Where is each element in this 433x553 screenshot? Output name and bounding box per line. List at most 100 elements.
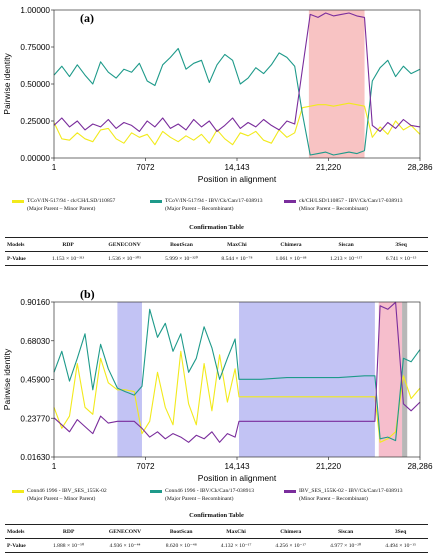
panel-b-series-lines <box>53 301 421 443</box>
panel-b-th-geneconv: GENECONV <box>96 524 154 539</box>
panel-b-th-rdp: RDP <box>40 524 97 539</box>
panel-a-td-label: P-Value <box>5 251 41 266</box>
panel-a-table-title: Confirmation Table <box>189 224 244 231</box>
panel-a-x-tick-label-5: 28,286 <box>407 163 432 172</box>
panel-b-shaded-region-1 <box>117 302 142 457</box>
panel-a-th-models: Models <box>5 237 41 252</box>
panel-b-series-line-1 <box>53 350 421 443</box>
panel-a-td-3seq: 6.741 × 10⁻¹⁵ <box>374 251 428 266</box>
panel-b-x-tick-label-2: 7072 <box>136 462 155 471</box>
panel-a-legend-swatch-2 <box>150 200 162 203</box>
panel-a-th-rdp: RDP <box>40 237 96 252</box>
panel-b-legend-sub-3: (Minor Parent – Recombinant) <box>299 496 368 502</box>
panel-a-y-tick-label-1: 0.00000 <box>20 154 50 163</box>
panel-a-legend-sub-2: (Major Parent – Recombinant) <box>165 206 234 212</box>
panel-b-th-bootscan: BootScan <box>153 524 209 539</box>
panel-b-td-chimera: 4.256 × 10⁻¹⁷ <box>263 538 319 553</box>
panel-b-x-tick-label-1: 1 <box>52 462 57 471</box>
panel-b-y-tick-label-1: 0.01630 <box>20 453 50 462</box>
panel-a-td-chimera: 1.061 × 10⁻⁶⁸ <box>263 251 319 266</box>
panel-a-y-ticks: 0.00000 0.25000 0.50000 0.75000 1.00000 <box>20 6 54 163</box>
panel-a-series-line-1 <box>53 102 421 146</box>
panel-a-legend-swatch-3 <box>284 200 296 203</box>
panel-a-td-siscan: 1.213 × 10⁻¹¹⁷ <box>318 251 375 266</box>
panel-a-table-pvalue-row: P-Value 1.153 × 10⁻³¹³ 1.536 × 10⁻³⁰⁵ 5.… <box>5 251 428 266</box>
panel-a-td-geneconv: 1.536 × 10⁻³⁰⁵ <box>96 251 154 266</box>
panel-b-td-bootscan: 8.620 × 10⁻⁴⁸ <box>153 538 209 553</box>
panel-a-y-tick-label-4: 0.75000 <box>20 43 50 52</box>
panel-b-y-tick-label-3: 0.45900 <box>20 376 50 385</box>
panel-b-y-tick-label-2: 0.23770 <box>20 414 50 423</box>
panel-b-td-geneconv: 4.936 × 10⁻⁴⁴ <box>96 538 154 553</box>
panel-a-legend-text-3: ck/CH/LSD/110857 - IBV/Ck/Can/17-038913 <box>299 198 403 204</box>
panel-b-legend-text-2: Conn46 1996 - IBV/Ck/Can/17-038913 <box>165 488 255 494</box>
panel-a-th-siscan: Siscan <box>318 237 375 252</box>
panel-b-legend-swatch-1 <box>12 490 24 493</box>
panel-b-x-tick-label-4: 21,220 <box>316 462 341 471</box>
panel-a-confirmation-table: Models RDP GENECONV BootScan MaxChi Chim… <box>5 237 428 266</box>
panel-b-label: (b) <box>80 287 95 301</box>
panel-a-x-axis-label: Position in alignment <box>198 174 277 184</box>
panel-b-td-siscan: 4.977 × 10⁻²⁰ <box>318 538 374 553</box>
panel-b-y-ticks: 0.01630 0.23770 0.45900 0.68030 0.90160 <box>20 298 54 462</box>
panel-a-legend-text-2: TCoV/IN-517/94 - IBV/Ck/Can/17-038913 <box>165 198 263 204</box>
panel-a-x-tick-label-2: 7072 <box>136 163 155 172</box>
panel-a-x-tick-label-3: 14,143 <box>224 163 249 172</box>
panel-a-td-maxchi: 8.544 × 10⁻⁷⁸ <box>209 251 264 266</box>
panel-b-chart: 0.01630 0.23770 0.45900 0.68030 0.90160 1 707… <box>2 287 433 483</box>
panel-b-legend-swatch-3 <box>284 490 296 493</box>
panel-b-th-chimera: Chimera <box>263 524 319 539</box>
panel-a-th-3seq: 3Seq <box>374 237 428 252</box>
panel-b-series-line-3 <box>53 301 421 443</box>
panel-b-table-pvalue-row: P-Value 1.888 × 10⁻⁵⁰ 4.936 × 10⁻⁴⁴ 8.62… <box>5 538 428 553</box>
panel-b-y-tick-label-5: 0.90160 <box>20 298 50 307</box>
panel-b-table-title: Confirmation Table <box>189 512 244 519</box>
panel-b-confirmation-table: Models RDP GENECONV BootScan MaxChi Chim… <box>5 524 428 553</box>
panel-a-x-tick-label-4: 21,220 <box>316 163 341 172</box>
panel-b-th-3seq: 3Seq <box>373 524 428 539</box>
panel-a-label: (a) <box>80 11 94 25</box>
panel-b-td-3seq: 4.494 × 10⁻¹⁵ <box>373 538 428 553</box>
panel-b-th-models: Models <box>5 524 41 539</box>
panel-a-th-chimera: Chimera <box>263 237 319 252</box>
panel-a-legend-swatch-1 <box>12 200 24 203</box>
panel-a-series-line-2 <box>53 47 421 156</box>
panel-a-y-axis-label: Pairwise identity <box>2 53 12 115</box>
panel-a-y-tick-label-3: 0.50000 <box>20 80 50 89</box>
panel-b-th-siscan: Siscan <box>318 524 374 539</box>
panel-a-series-lines <box>53 12 421 156</box>
panel-a-legend-sub-3: (Minor Parent – Recombinant) <box>299 206 368 212</box>
panel-a-legend-text-1: TCoV/IN-517/94 - ck/CH/LSD/110857 <box>27 198 116 204</box>
panel-a-series-line-3 <box>53 12 421 132</box>
panel-b-shaded-region-3 <box>378 302 403 457</box>
panel-b-x-ticks: 1 7072 14,143 21,220 28,286 <box>52 457 433 471</box>
panel-b-x-tick-label-5: 28,286 <box>407 462 432 471</box>
panel-b-series-line-2 <box>53 308 421 442</box>
panel-a-x-tick-label-1: 1 <box>52 163 57 172</box>
panel-a-chart: 0.00000 0.25000 0.50000 0.75000 1.00000 1 707… <box>2 6 433 184</box>
panel-a-th-bootscan: BootScan <box>153 237 210 252</box>
panel-b-legend-text-1: Conn46 1996 - IBV_SES_155K-02 <box>27 488 107 494</box>
panel-b-td-label: P-Value <box>5 538 41 553</box>
panel-b-td-maxchi: 4.132 × 10⁻¹⁷ <box>208 538 264 553</box>
panel-a-td-bootscan: 5.999 × 10⁻³²⁰ <box>153 251 210 266</box>
panel-b-table-header-row: Models RDP GENECONV BootScan MaxChi Chim… <box>5 524 428 539</box>
panel-b-legend-text-3: IBV_SES_155K-02 - IBV/Ck/Can/17-038913 <box>299 488 403 494</box>
panel-a-y-tick-label-5: 1.00000 <box>20 6 50 15</box>
panel-a-shaded-region-1 <box>308 10 365 158</box>
panel-a-x-ticks: 1 7072 14,143 21,220 28,286 <box>52 158 433 172</box>
panel-a-shaded-regions <box>308 10 365 158</box>
panel-a-th-maxchi: MaxChi <box>209 237 264 252</box>
panel-a-table-header-row: Models RDP GENECONV BootScan MaxChi Chim… <box>5 237 428 252</box>
panel-a-y-tick-label-2: 0.25000 <box>20 117 50 126</box>
panel-a-legend-sub-1: (Major Parent – Minor Parent) <box>27 206 96 212</box>
panel-a-td-rdp: 1.153 × 10⁻³¹³ <box>40 251 96 266</box>
panel-b-td-rdp: 1.888 × 10⁻⁵⁰ <box>40 538 97 553</box>
panel-b-x-axis-label: Position in alignment <box>198 473 277 483</box>
panel-a-th-geneconv: GENECONV <box>96 237 154 252</box>
panel-b-th-maxchi: MaxChi <box>208 524 264 539</box>
panel-b-legend-swatch-2 <box>150 490 162 493</box>
panel-b-legend-sub-2: (Major Parent – Recombinant) <box>165 496 234 502</box>
panel-b-y-axis-label: Pairwise identity <box>2 348 12 410</box>
